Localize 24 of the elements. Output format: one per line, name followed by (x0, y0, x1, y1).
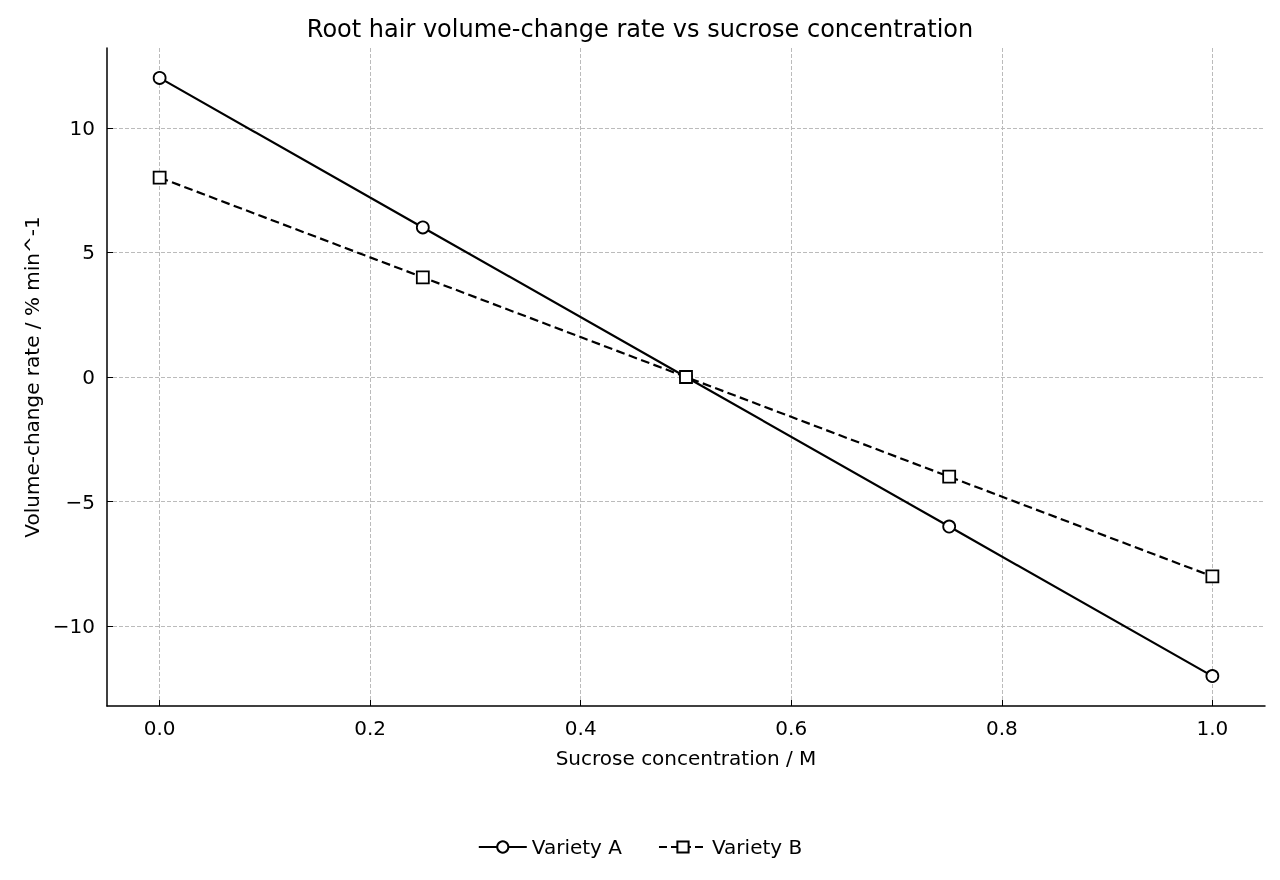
y-axis-title: Volume-change rate / % min^-1 (19, 216, 44, 538)
x-tick-label: 0.0 (143, 716, 176, 740)
point (1205, 669, 1220, 683)
y-tick-label: −5 (65, 489, 95, 514)
chart-title: Root hair volume-change rate vs sucrose concentration (306, 15, 974, 43)
legend-label: Variety B (711, 835, 803, 859)
y-tick-label: −10 (52, 614, 95, 639)
x-tick-label: 0.6 (775, 716, 808, 740)
x-tick-label: 0.8 (985, 716, 1018, 740)
x-tick-label: 0.2 (354, 716, 387, 740)
y-tick-label: 10 (69, 115, 95, 140)
point (1205, 569, 1220, 584)
point (415, 270, 430, 285)
y-tick-label: 5 (82, 240, 95, 265)
x-axis-title: Sucrose concentration / M (555, 746, 817, 770)
legend-label: Variety A (531, 835, 623, 859)
point (415, 220, 430, 235)
point (152, 71, 167, 85)
x-tick-label: 0.4 (564, 716, 597, 740)
x-tick-label: 1.0 (1196, 716, 1229, 740)
point (942, 469, 957, 484)
y-tick-label: 0 (82, 365, 95, 389)
point (152, 170, 167, 185)
point (942, 519, 957, 534)
